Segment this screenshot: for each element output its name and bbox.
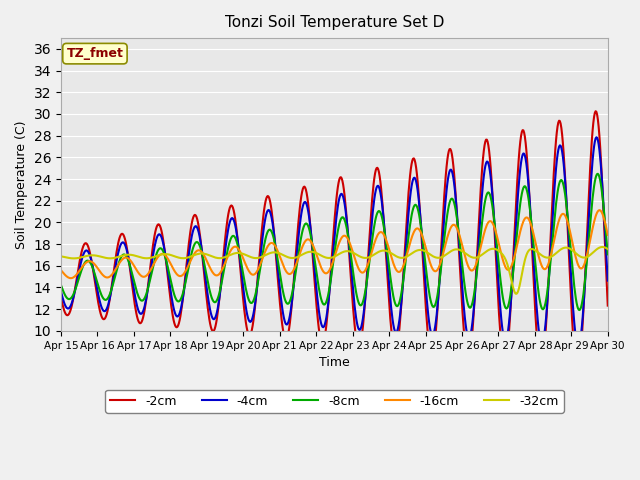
-2cm [179,297,186,303]
-8cm [417,222,424,228]
-2cm [401,248,408,253]
-16cm [57,267,65,273]
-8cm [67,295,75,301]
-8cm [576,307,584,313]
-32cm [57,253,65,259]
-8cm [401,266,408,272]
-4cm [401,259,408,264]
Line: -2cm: -2cm [61,111,608,372]
-4cm [417,218,424,224]
-32cm [401,254,408,260]
-16cm [68,275,76,281]
Y-axis label: Soil Temperature (C): Soil Temperature (C) [15,120,28,249]
-16cm [180,271,188,277]
-32cm [179,255,186,261]
-4cm [208,313,216,319]
-8cm [604,252,612,257]
-16cm [402,257,410,263]
-8cm [57,282,65,288]
-4cm [593,134,600,140]
-4cm [124,249,131,255]
Line: -8cm: -8cm [61,174,608,310]
-32cm [598,244,606,250]
-16cm [418,231,426,237]
-2cm [417,221,424,227]
Legend: -2cm, -4cm, -8cm, -16cm, -32cm: -2cm, -4cm, -8cm, -16cm, -32cm [105,390,564,413]
X-axis label: Time: Time [319,356,350,369]
-2cm [208,326,216,332]
Text: TZ_fmet: TZ_fmet [67,47,124,60]
-2cm [67,306,75,312]
-32cm [124,252,131,258]
-8cm [594,171,602,177]
-32cm [604,246,612,252]
-4cm [604,278,612,284]
-4cm [574,343,582,349]
-32cm [513,291,520,297]
-16cm [596,207,604,213]
-32cm [417,247,424,253]
-16cm [124,255,132,261]
-32cm [67,255,75,261]
-16cm [67,276,75,281]
-16cm [604,232,612,238]
-8cm [179,291,186,297]
-2cm [592,108,600,114]
-2cm [124,247,131,252]
-16cm [209,269,216,275]
-8cm [208,295,216,300]
Line: -16cm: -16cm [61,210,608,278]
-4cm [179,297,186,302]
-32cm [208,253,216,259]
Line: -32cm: -32cm [61,247,608,294]
-2cm [573,369,581,374]
-8cm [124,255,131,261]
-4cm [67,302,75,308]
Title: Tonzi Soil Temperature Set D: Tonzi Soil Temperature Set D [225,15,444,30]
-2cm [57,295,65,300]
Line: -4cm: -4cm [61,137,608,346]
-4cm [57,289,65,295]
-2cm [604,303,612,309]
